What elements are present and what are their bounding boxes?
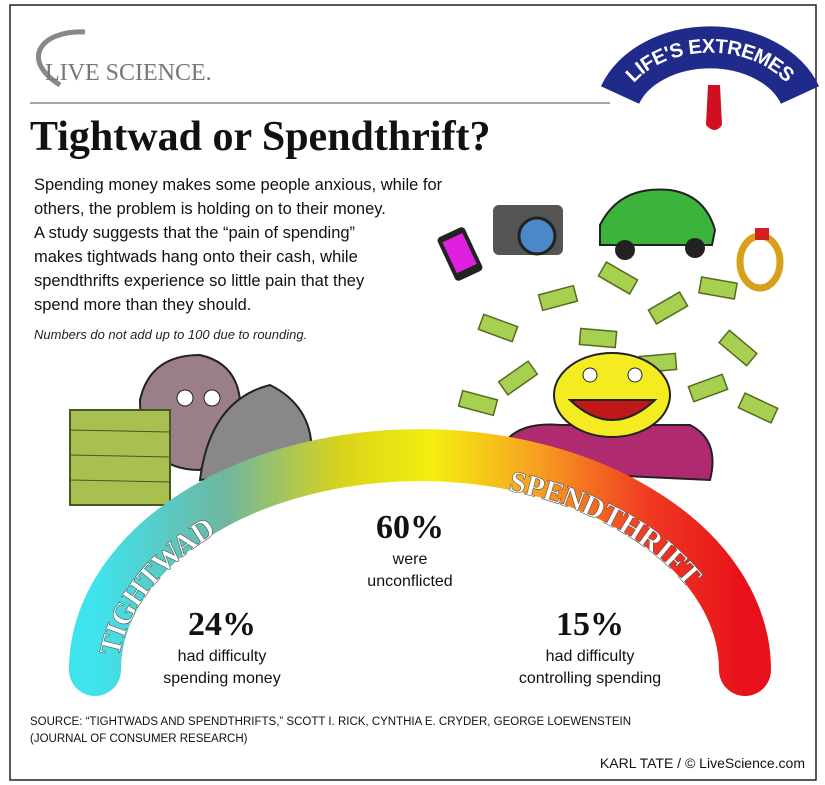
stat-value: 60%: [376, 509, 444, 546]
stat-value: 15%: [556, 606, 624, 643]
intro-line: A study suggests that the “pain of spend…: [34, 224, 355, 242]
credit: KARL TATE / © LiveScience.com: [600, 755, 805, 771]
stat-text: controlling spending: [519, 670, 661, 687]
source-line: SOURCE: “TIGHTWADS AND SPENDTHRIFTS,” SC…: [30, 716, 631, 728]
note: Numbers do not add up to 100 due to roun…: [34, 327, 307, 342]
stat-text: spending money: [163, 670, 280, 687]
logo: LIVE SCIENCE.: [45, 60, 212, 86]
intro-line: makes tightwads hang onto their cash, wh…: [34, 248, 358, 266]
badge-needle: [706, 85, 722, 130]
stats: 24% had difficulty spending money 60% were un…: [163, 509, 661, 687]
infographic: LIVE SCIENCE. LIFE'S EXTREMES Tightwad o…: [0, 0, 825, 785]
intro-line: spend more than they should.: [34, 296, 251, 314]
stat-value: 24%: [188, 606, 256, 643]
intro-line: Spending money makes some people anxious…: [34, 176, 443, 194]
intro-line: others, the problem is holding on to the…: [34, 200, 386, 218]
source: SOURCE: “TIGHTWADS AND SPENDTHRIFTS,” SC…: [30, 716, 631, 745]
source-line: (JOURNAL OF CONSUMER RESEARCH): [30, 733, 248, 745]
stat-text: were: [392, 551, 428, 568]
stat-text: had difficulty: [178, 648, 267, 665]
intro: Spending money makes some people anxious…: [34, 176, 443, 314]
stat-text: unconflicted: [367, 573, 452, 590]
title: Tightwad or Spendthrift?: [30, 114, 491, 160]
intro-line: spendthrifts experience so little pain t…: [34, 272, 365, 290]
stat-text: had difficulty: [546, 648, 635, 665]
